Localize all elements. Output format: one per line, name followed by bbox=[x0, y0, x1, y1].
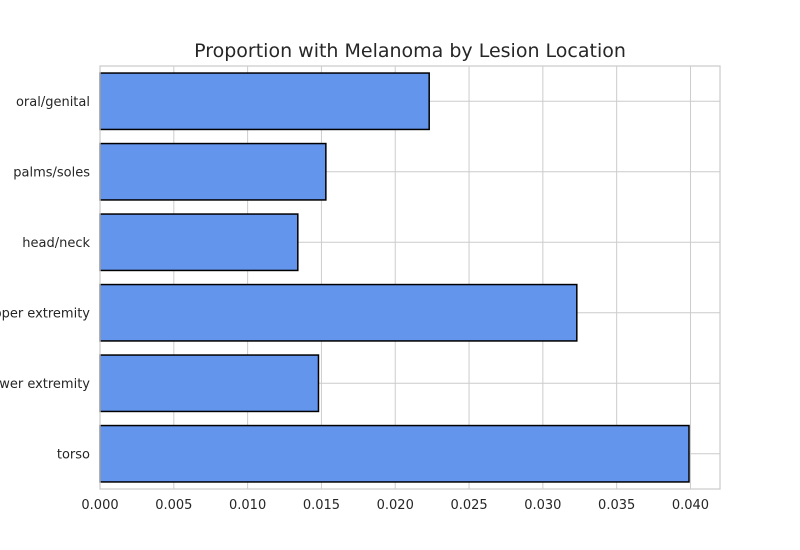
y-tick-label: head/neck bbox=[22, 236, 90, 251]
x-axis-ticks: 0.000 0.005 0.010 0.015 0.020 0.025 0.030 0.035… bbox=[81, 498, 709, 513]
x-tick-label: 0.025 bbox=[450, 498, 487, 513]
x-tick-label: 0.015 bbox=[303, 498, 340, 513]
x-tick-label: 0.005 bbox=[155, 498, 192, 513]
x-tick-label: 0.040 bbox=[672, 498, 709, 513]
x-tick-label: 0.010 bbox=[229, 498, 266, 513]
y-tick-label: lower extremity bbox=[0, 377, 90, 392]
bars bbox=[99, 72, 690, 483]
bar-palms-soles bbox=[99, 142, 327, 201]
x-tick-label: 0.000 bbox=[81, 498, 118, 513]
y-tick-label: upper extremity bbox=[0, 306, 90, 321]
x-tick-label: 0.035 bbox=[598, 498, 635, 513]
plot-frame bbox=[99, 65, 721, 490]
bar-oral-genital bbox=[99, 72, 430, 131]
y-axis-ticks: torso lower extremity upper extremity head/… bbox=[0, 95, 90, 463]
chart-title: Proportion with Melanoma by Lesion Locat… bbox=[194, 40, 626, 62]
y-tick-label: palms/soles bbox=[13, 165, 90, 180]
bar-head-neck bbox=[99, 213, 299, 272]
x-tick-label: 0.020 bbox=[377, 498, 414, 513]
bar-torso bbox=[99, 424, 690, 483]
bar-upper-extremity bbox=[99, 283, 578, 342]
y-tick-label: torso bbox=[57, 447, 90, 462]
y-tick-label: oral/genital bbox=[16, 95, 90, 110]
bar-lower-extremity bbox=[99, 354, 320, 413]
x-tick-label: 0.030 bbox=[524, 498, 561, 513]
